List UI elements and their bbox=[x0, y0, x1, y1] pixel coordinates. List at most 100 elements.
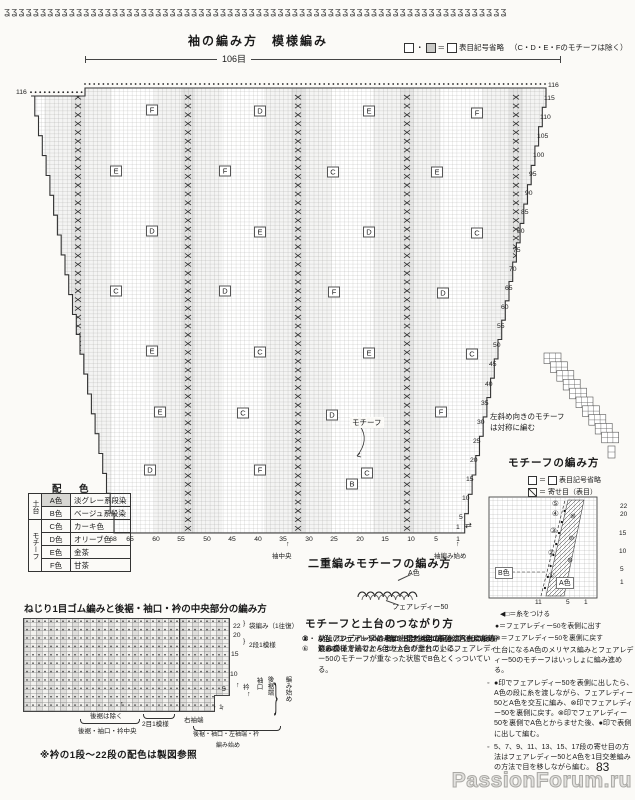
stitch-width-measure: 106目 bbox=[85, 52, 561, 65]
motif-letter: F bbox=[328, 286, 340, 298]
stitch-number: 55 bbox=[177, 536, 185, 543]
table-row: 土台 A色 淡グレー系段染 bbox=[28, 493, 131, 520]
color-b-label: B色 bbox=[495, 567, 513, 579]
row-number: 115 bbox=[544, 95, 555, 102]
note-line: 左斜め向きのモチーフ bbox=[490, 412, 565, 421]
color-code: B色 bbox=[41, 506, 71, 520]
step-circle: ⑤ bbox=[552, 499, 559, 508]
sleeve-chart-svg bbox=[30, 83, 547, 534]
stitch-number: 15 bbox=[381, 536, 389, 543]
legend-eq: ＝ bbox=[437, 43, 446, 52]
item-text: A色、フェアレディー50、B色を裏に糸の渡らない編み込み模様で編む。 bbox=[318, 634, 496, 654]
row-number: 55 bbox=[497, 323, 505, 330]
brace-icon: } bbox=[274, 679, 278, 718]
motif-letter: C bbox=[254, 346, 266, 358]
knit-symbol-box-icon bbox=[404, 42, 414, 53]
motif-letter: F bbox=[435, 406, 447, 418]
item-number: ② bbox=[302, 634, 309, 643]
table-row: E色 金茶 bbox=[29, 545, 131, 559]
stitch-count-label: 106目 bbox=[217, 52, 252, 65]
step-circle: ② bbox=[548, 548, 555, 557]
collar-label: 衿 bbox=[243, 684, 250, 691]
row-number: 15 bbox=[231, 651, 239, 658]
color-name: 淡グレー系段染 bbox=[70, 493, 131, 507]
item-number: ① bbox=[302, 634, 309, 643]
row-number: 10 bbox=[462, 495, 470, 502]
up-arrow-icon: ↑ bbox=[247, 691, 251, 698]
turn-icon: ⇄ bbox=[465, 521, 472, 530]
row-number: 20 bbox=[470, 457, 478, 464]
group-label-foundation: 土台 bbox=[28, 493, 42, 520]
color-code: E色 bbox=[41, 545, 71, 559]
table-row: モチーフ C色 カーキ色 bbox=[28, 519, 131, 572]
item-number: ③ bbox=[302, 634, 309, 643]
connection-heading: モチーフと土台のつながり方 bbox=[305, 618, 454, 630]
slip-symbol-box-icon bbox=[528, 487, 537, 497]
motif-legend-omit: ＝ 表目記号省略 bbox=[528, 475, 601, 485]
item-text: フェアレディー50とA色を引き揃えてB色と、裏に糸の渡らない方法でからませA色の… bbox=[318, 634, 498, 674]
group-label-motif: モチーフ bbox=[28, 519, 42, 572]
exclude-label: 後裾は除く bbox=[90, 713, 123, 720]
motif-letter: D bbox=[219, 285, 231, 297]
legend-paren: （C・D・E・Fのモチーフは除く） bbox=[510, 43, 628, 52]
row-number: 10 bbox=[619, 548, 627, 555]
bag-knit-label: 袋編み（1往復） bbox=[249, 623, 299, 630]
row-number: 15 bbox=[466, 476, 474, 483]
stitch-number: 25 bbox=[330, 536, 338, 543]
list-item: ◦ 5、7、9、11、13、15、17段の寄せ目の方法はフェアレディー50とA色… bbox=[487, 742, 635, 772]
item-text: フェアレディー50のモチーフとA色の土台がくっついている。 bbox=[318, 634, 498, 654]
item-text: 5、7、9、11、13、15、17段の寄せ目の方法はフェアレディー50とA色を1… bbox=[494, 742, 631, 771]
row-number: 22 bbox=[233, 623, 241, 630]
motif-letter: F bbox=[219, 165, 231, 177]
motif-letter: E bbox=[431, 166, 443, 178]
right-edge-label: 右袖端 bbox=[184, 717, 204, 724]
color-table-title: 配 色 bbox=[52, 484, 93, 495]
up-arrow-icon: ↑ bbox=[456, 541, 460, 548]
sleeve-center-label: 袖中央 bbox=[272, 553, 292, 560]
motif-letter: D bbox=[146, 225, 158, 237]
stitch-number: 1 bbox=[584, 599, 588, 606]
stitch-number: 10 bbox=[407, 536, 415, 543]
row-number: 65 bbox=[505, 285, 513, 292]
row-number: 20 bbox=[620, 511, 628, 518]
color-code: A色 bbox=[41, 493, 71, 507]
row-number: 116 bbox=[548, 82, 559, 89]
measure-tick bbox=[85, 56, 86, 63]
decorative-border: ʓʓʓʓʓʓʓʓʓʓʓʓʓʓʓʓʓʓʓʓʓʓʓʓʓʓʓʓʓʓʓʓʓʓʓʓʓʓʓʓ… bbox=[4, 6, 508, 18]
color-name: 甘茶 bbox=[70, 558, 131, 572]
bullet-icon: ◦ bbox=[487, 679, 490, 688]
row-number: 22 bbox=[620, 503, 628, 510]
stitch-number: 30 bbox=[305, 536, 313, 543]
motif-chart-svg bbox=[488, 496, 598, 599]
yarn-label: フェアレディー50 bbox=[392, 604, 449, 611]
motif-letter: F bbox=[146, 104, 158, 116]
knit-symbol-box-icon bbox=[548, 475, 557, 485]
list-item: ◦ ●印でフェアレディー50を表側に出したら、A色の段に糸を渡しながら、フェアレ… bbox=[487, 678, 635, 738]
list-item: ③ フェアレディー50は裏に出したまま編み、フェアレディー50のモチーフとA色の… bbox=[302, 634, 500, 654]
page-number: 83 bbox=[596, 760, 610, 774]
motif-letter: D bbox=[254, 105, 266, 117]
item-text: 土台になるA色のメリヤス編みとフェアレディー50のモチーフはいっしょに編み進める… bbox=[494, 646, 634, 675]
stitch-number: 35 bbox=[279, 536, 287, 543]
color-name: ベージュ系段染 bbox=[70, 506, 131, 520]
hem-edge-label: 後裾端 bbox=[266, 676, 273, 696]
list-item: ◦ 土台になるA色のメリヤス編みとフェアレディー50のモチーフはいっしょに編み進… bbox=[487, 645, 635, 675]
symbol-note-front: ●＝フェアレディー50を表側に出す bbox=[495, 623, 602, 630]
stitch-number: 11 bbox=[535, 599, 542, 606]
row-number: 50 bbox=[493, 342, 501, 349]
row-number: 20 bbox=[233, 632, 241, 639]
rib-chart-step bbox=[214, 695, 230, 712]
two-row-pattern-label: 2段1模様 bbox=[249, 642, 276, 649]
color-code: F色 bbox=[41, 558, 71, 572]
color-code: D色 bbox=[41, 532, 71, 546]
row-number: 5 bbox=[620, 566, 624, 573]
measure-tick bbox=[560, 56, 561, 63]
motif-letter: F bbox=[254, 464, 266, 476]
list-item: ① A色、フェアレディー50、B色を裏に糸の渡らない編み込み模様で編む。 bbox=[302, 634, 500, 654]
brace-icon: } bbox=[243, 620, 246, 627]
step-circle: ① bbox=[548, 571, 555, 580]
item-text: フェアレディー50は裏に出したまま編み、フェアレディー50のモチーフとA色の土台… bbox=[318, 634, 500, 654]
item-number: ④・⑥ bbox=[302, 634, 316, 654]
row-number: 100 bbox=[533, 152, 545, 159]
color-table: 土台 A色 淡グレー系段染 B色 ベージュ系段染 モチーフ C色 カーキ色 D色… bbox=[28, 493, 131, 572]
